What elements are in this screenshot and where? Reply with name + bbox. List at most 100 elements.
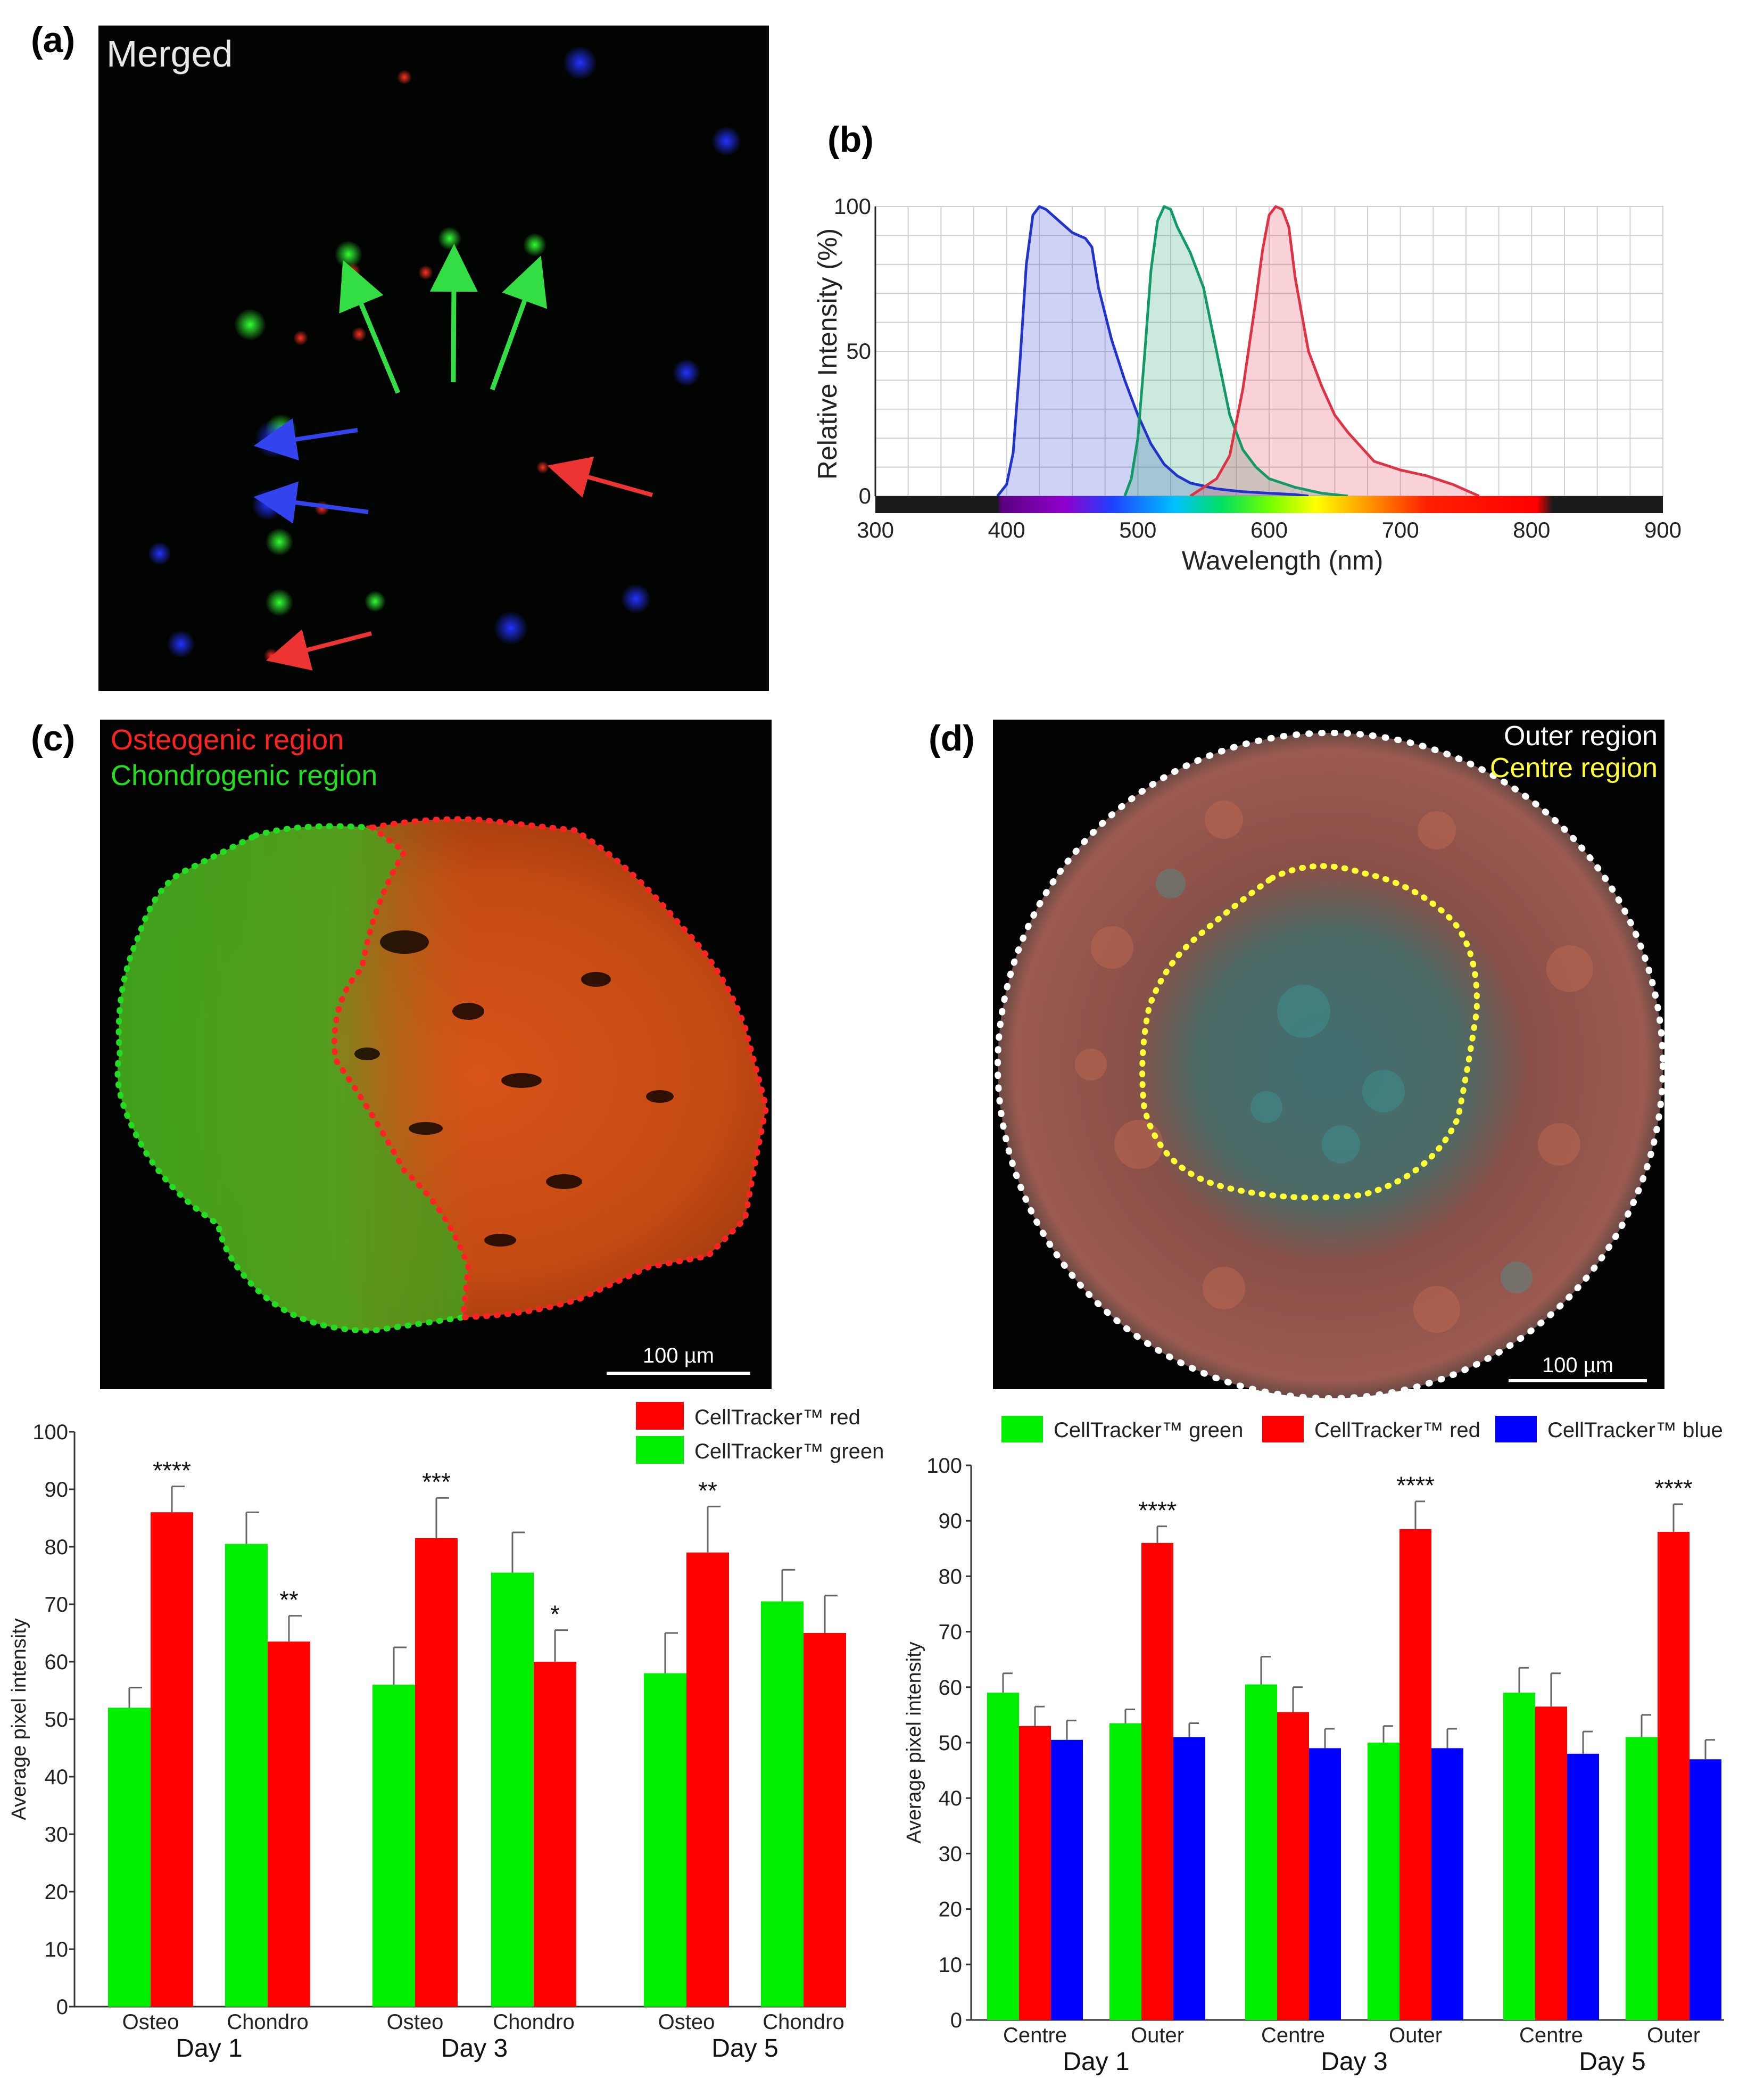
group-label: Day 1	[1063, 2048, 1129, 2076]
y-tick-label: 100	[926, 1454, 962, 1478]
category-label: Outer	[1131, 2024, 1184, 2047]
x-tick-label: 600	[1250, 517, 1288, 542]
y-tick-label: 20	[45, 1880, 69, 1904]
y-tick-label: 80	[45, 1536, 69, 1559]
scalebar-c-label: 100 µm	[643, 1344, 714, 1367]
category-label: Chondro	[227, 2010, 308, 2034]
spectrum-line-green	[1123, 205, 1348, 498]
category-label: Centre	[1261, 2024, 1325, 2047]
legend-swatch	[636, 1436, 684, 1464]
bar-blue-outer	[1173, 1737, 1205, 2020]
group-label: Day 3	[441, 2034, 508, 2063]
arrow-icon	[429, 244, 478, 383]
group-label: Day 1	[176, 2034, 242, 2063]
bar-green-outer	[1368, 1743, 1399, 2020]
y-tick-label: 90	[939, 1510, 963, 1533]
bar-green-osteo	[108, 1708, 151, 2007]
legend-outer-region: Outer region	[1504, 721, 1658, 752]
bar-red-outer	[1141, 1543, 1173, 2020]
x-tick-label: 400	[988, 517, 1025, 542]
group-label: Day 5	[1579, 2048, 1645, 2076]
merged-micrograph	[98, 26, 769, 691]
spectrum-grid	[874, 206, 1663, 497]
cyan-texture	[1156, 869, 1533, 1293]
y-tick-label: 10	[45, 1938, 69, 1961]
y-tick-label: 50	[939, 1731, 963, 1755]
arrow-icon	[266, 629, 372, 671]
centre-region-outline	[1139, 863, 1480, 1201]
bar-red-centre	[1535, 1706, 1567, 2020]
spectrum-fills	[997, 207, 1479, 496]
y-tick-label: 90	[45, 1478, 69, 1502]
legend-swatch	[1495, 1416, 1537, 1442]
category-label: Centre	[1519, 2024, 1583, 2047]
bar-green-chondro	[225, 1544, 268, 2007]
y-tick-label: 0	[859, 483, 871, 508]
panel-b: (b) 300 400 500 600 700 800 900 0 50 100 Waveleng…	[813, 119, 1682, 575]
spectrum-fill-blue	[997, 207, 1308, 496]
legend-label: CellTracker™ green	[1054, 1418, 1243, 1442]
blue-arrows	[253, 418, 369, 524]
category-label: Outer	[1389, 2024, 1442, 2047]
category-label: Chondro	[763, 2010, 844, 2034]
panel-a: (a) Merged	[31, 20, 769, 691]
y-tick-label: 30	[45, 1823, 69, 1846]
significance-label: ***	[422, 1468, 451, 1496]
chondrogenic-outline	[114, 823, 471, 1334]
arrow-icon	[490, 255, 548, 391]
bar-red-chondro	[804, 1633, 846, 2007]
spectrum-fill-green	[1124, 207, 1348, 496]
significance-label: ****	[1138, 1497, 1177, 1524]
bar-blue-centre	[1051, 1739, 1083, 2020]
legend-label: CellTracker™ green	[694, 1440, 884, 1463]
x-tick-label: 900	[1644, 517, 1682, 542]
y-tick-label: 70	[939, 1621, 963, 1644]
panel-a-label: (a)	[31, 20, 75, 60]
outer-region-outline	[995, 730, 1666, 1401]
panel-c: (c) Osteogenic region Chondrogenic regio…	[31, 718, 772, 1389]
y-tick-label: 60	[939, 1676, 963, 1700]
significance-label: ****	[1396, 1472, 1435, 1499]
y-tick-label: 100	[32, 1421, 68, 1444]
arrow-icon	[253, 418, 358, 461]
cell-texture	[1075, 801, 1593, 1333]
red-arrows	[266, 456, 653, 671]
bar-red-chondro	[534, 1662, 576, 2007]
legend-label: CellTracker™ red	[694, 1406, 860, 1429]
category-label: Outer	[1647, 2024, 1700, 2047]
bar-red-osteo	[686, 1552, 729, 2007]
significance-label: **	[279, 1586, 299, 1614]
arrow-icon	[547, 456, 653, 498]
merged-title: Merged	[106, 33, 233, 75]
bar-chart-d: 0 10 20 30 40 50 60 70 80 90 100 Average pixel inte…	[903, 1416, 1724, 2076]
y-tick-label: 0	[56, 1995, 68, 2019]
significance-label: **	[698, 1477, 717, 1504]
arrow-icon	[253, 481, 369, 524]
legend-swatch	[1001, 1416, 1043, 1442]
spectrum-line-red	[1189, 205, 1480, 498]
scalebar-d-label: 100 µm	[1542, 1354, 1613, 1377]
y-tick-label: 50	[846, 339, 871, 364]
spectrum-lines	[996, 205, 1480, 498]
bar-red-centre	[1019, 1726, 1051, 2020]
category-label: Osteo	[658, 2010, 715, 2034]
bar-green-centre	[1245, 1684, 1277, 2020]
spectrum-tick-labels: 300 400 500 600 700 800 900 0 50 100	[834, 194, 1682, 542]
y-tick-label: 40	[939, 1787, 963, 1810]
bar-chart-c: 0 10 20 30 40 50 60 70 80 90 100 Average pixel inte…	[8, 1402, 884, 2063]
spectrum-xlabel: Wavelength (nm)	[1182, 546, 1384, 575]
x-tick-label: 500	[1119, 517, 1156, 542]
arrow-icon	[339, 260, 401, 394]
bar-green-chondro	[761, 1601, 804, 2007]
bar-red-outer	[1399, 1529, 1431, 2020]
bar-green-centre	[987, 1693, 1019, 2020]
panel-d-label: (d)	[929, 718, 975, 758]
x-tick-label: 700	[1382, 517, 1419, 542]
legend-swatch	[1262, 1416, 1304, 1442]
spectrum-line-blue	[996, 205, 1309, 498]
legend-swatch	[636, 1402, 684, 1430]
bar-blue-centre	[1309, 1748, 1341, 2020]
osteogenic-outline	[332, 816, 769, 1321]
y-tick-label: 30	[939, 1842, 963, 1866]
tissue-pores	[354, 930, 674, 1247]
